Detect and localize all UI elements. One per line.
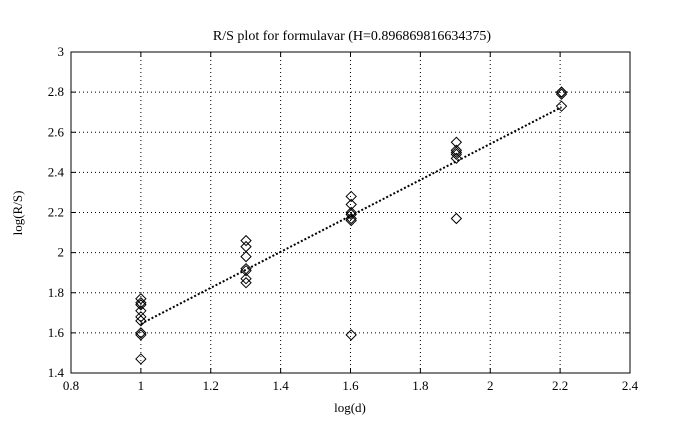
data-point	[450, 144, 463, 157]
data-point	[240, 262, 252, 275]
y-axis-label: log(R/S)	[10, 191, 25, 236]
data-point	[240, 250, 252, 263]
y-tick-label: 1.6	[48, 325, 65, 340]
x-tick-label: 2	[487, 378, 494, 393]
x-tick-label: 2.4	[622, 378, 639, 393]
x-axis-label: log(d)	[334, 400, 366, 415]
data-point	[240, 264, 252, 277]
x-tick-label: 1.8	[412, 378, 428, 393]
axis-ticks: 0.8 1 1.2 1.4 1.6 1.8 2 2.2 2.4 1.4 1.6 1.8 2 2.2 2.4 2…	[48, 44, 639, 393]
x-tick-label: 1.2	[203, 378, 219, 393]
y-tick-label: 2.2	[48, 205, 64, 220]
grid-lines	[71, 52, 630, 373]
x-tick-label: 1.4	[273, 378, 290, 393]
data-point	[135, 353, 147, 365]
data-point	[240, 234, 252, 247]
data-point	[555, 100, 568, 112]
data-point	[345, 329, 357, 341]
data-point	[345, 206, 357, 219]
y-tick-label: 3	[58, 44, 65, 59]
data-point	[555, 86, 568, 98]
data-point	[345, 214, 357, 227]
y-tick-label: 2.6	[48, 124, 65, 139]
data-points	[135, 86, 568, 365]
x-tick-label: 2.2	[552, 378, 568, 393]
data-point	[135, 327, 147, 339]
y-tick-label: 2	[58, 245, 65, 260]
data-point	[555, 88, 568, 100]
data-point	[345, 208, 357, 221]
y-tick-label: 2.8	[48, 84, 64, 99]
data-point	[135, 305, 147, 317]
data-point	[450, 212, 463, 225]
data-point	[450, 146, 463, 159]
data-point	[450, 136, 463, 148]
x-tick-label: 1	[138, 378, 145, 393]
data-point	[135, 329, 147, 341]
x-tick-label: 1.6	[342, 378, 359, 393]
data-point	[345, 198, 357, 211]
y-tick-label: 2.4	[48, 164, 65, 179]
data-point	[135, 311, 147, 323]
data-point	[240, 272, 252, 285]
y-tick-label: 1.4	[48, 365, 65, 380]
chart-title: R/S plot for formulavar (H=0.89686981663…	[213, 29, 491, 44]
data-point	[345, 190, 357, 203]
data-point	[135, 293, 147, 305]
data-point	[240, 240, 252, 253]
y-tick-label: 1.8	[48, 285, 64, 300]
data-point	[135, 299, 147, 311]
x-tick-label: 0.8	[63, 378, 79, 393]
